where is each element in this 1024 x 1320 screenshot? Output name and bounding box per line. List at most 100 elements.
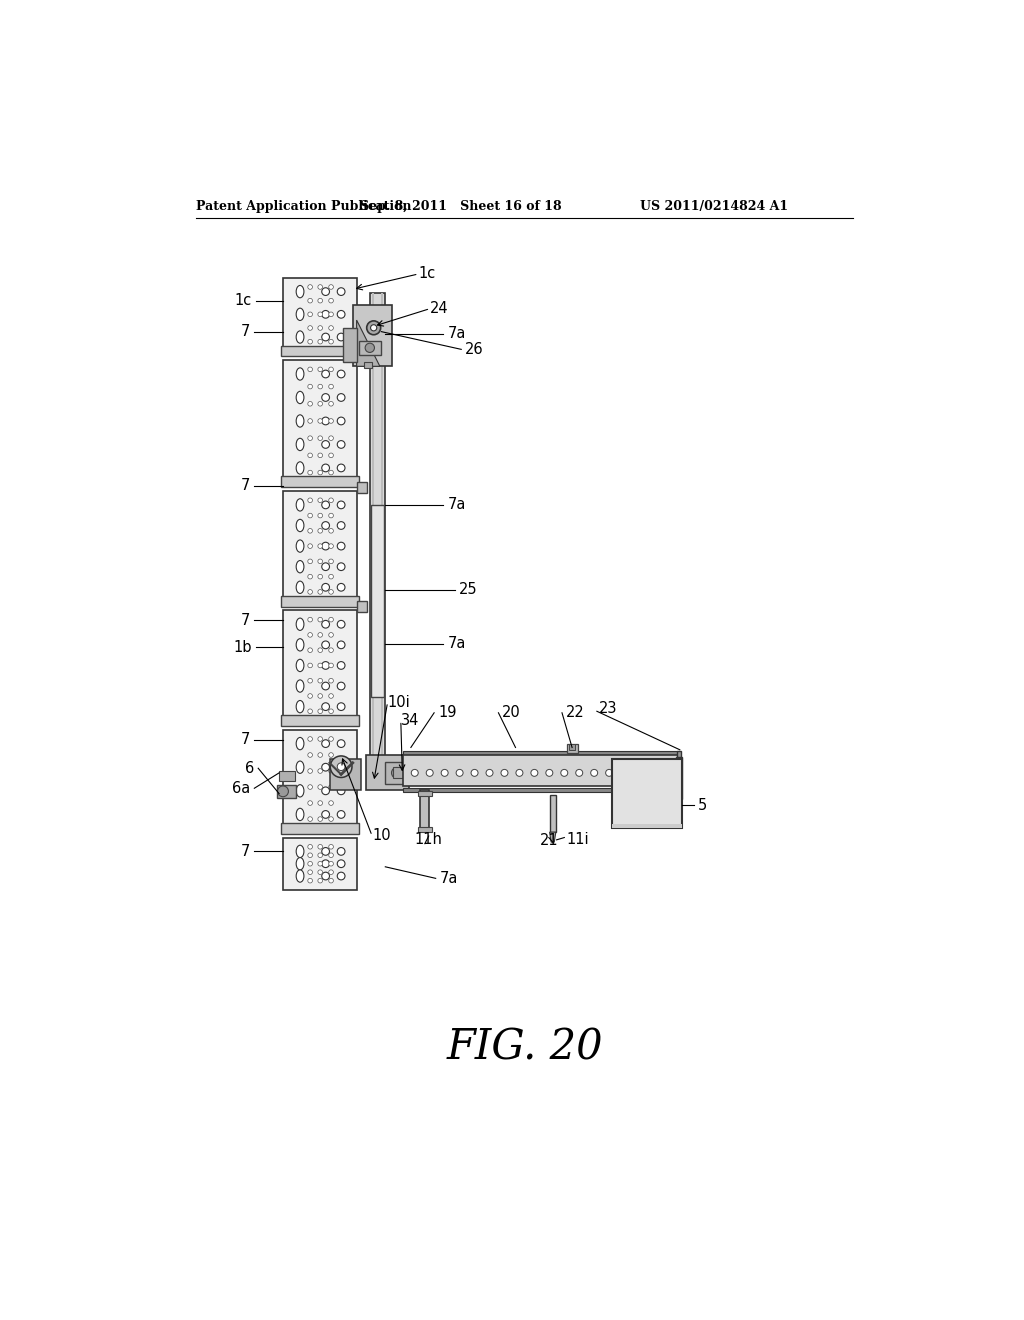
Text: 20: 20	[503, 705, 521, 721]
Ellipse shape	[296, 870, 304, 882]
Ellipse shape	[296, 499, 304, 511]
Circle shape	[591, 770, 598, 776]
Bar	[569, 743, 575, 750]
Bar	[283, 491, 356, 601]
Circle shape	[329, 384, 334, 389]
Circle shape	[317, 648, 323, 652]
Text: Patent Application Publication: Patent Application Publication	[197, 199, 412, 213]
Circle shape	[308, 339, 312, 345]
Circle shape	[337, 288, 345, 296]
Text: 1c: 1c	[419, 267, 436, 281]
Ellipse shape	[296, 561, 304, 573]
Circle shape	[322, 702, 330, 710]
Bar	[418, 826, 432, 832]
Circle shape	[308, 870, 312, 875]
Circle shape	[317, 298, 323, 304]
Circle shape	[337, 543, 345, 550]
Circle shape	[308, 768, 312, 774]
Bar	[276, 785, 296, 797]
Circle shape	[329, 560, 334, 564]
Circle shape	[329, 498, 334, 503]
Text: 34: 34	[400, 713, 419, 729]
Text: 10i: 10i	[388, 694, 411, 710]
Circle shape	[329, 418, 334, 424]
Circle shape	[308, 298, 312, 304]
Circle shape	[322, 465, 330, 471]
Circle shape	[308, 632, 312, 638]
Circle shape	[329, 663, 334, 668]
Circle shape	[308, 878, 312, 883]
Bar	[372, 506, 384, 697]
Bar	[612, 759, 682, 829]
Circle shape	[337, 859, 345, 867]
Ellipse shape	[296, 762, 304, 774]
Circle shape	[329, 694, 334, 698]
Circle shape	[308, 737, 312, 742]
Bar	[281, 346, 359, 356]
Ellipse shape	[296, 639, 304, 651]
Ellipse shape	[296, 659, 304, 672]
Circle shape	[329, 845, 334, 849]
Text: 11i: 11i	[566, 832, 589, 846]
Circle shape	[329, 648, 334, 652]
Circle shape	[317, 312, 323, 317]
Circle shape	[308, 694, 312, 698]
Circle shape	[337, 370, 345, 378]
Circle shape	[308, 326, 312, 330]
Circle shape	[337, 583, 345, 591]
Circle shape	[441, 770, 449, 776]
Text: 26: 26	[465, 342, 483, 356]
Text: 23: 23	[599, 701, 617, 717]
Circle shape	[308, 367, 312, 372]
Bar	[356, 482, 368, 492]
Circle shape	[317, 513, 323, 517]
Circle shape	[530, 770, 538, 776]
Circle shape	[308, 560, 312, 564]
Circle shape	[329, 737, 334, 742]
Circle shape	[337, 682, 345, 690]
Circle shape	[329, 853, 334, 858]
Circle shape	[308, 418, 312, 424]
Circle shape	[329, 632, 334, 638]
Ellipse shape	[296, 738, 304, 750]
Ellipse shape	[296, 519, 304, 532]
Circle shape	[308, 436, 312, 441]
Bar	[403, 755, 678, 785]
Circle shape	[412, 770, 418, 776]
Circle shape	[322, 787, 330, 795]
Circle shape	[317, 544, 323, 548]
Circle shape	[329, 470, 334, 475]
Circle shape	[337, 763, 345, 771]
Circle shape	[308, 752, 312, 758]
Circle shape	[322, 393, 330, 401]
Ellipse shape	[296, 784, 304, 797]
Bar	[393, 767, 413, 779]
Circle shape	[650, 770, 657, 776]
Circle shape	[329, 298, 334, 304]
Circle shape	[308, 590, 312, 594]
Ellipse shape	[296, 680, 304, 692]
Circle shape	[337, 465, 345, 471]
Circle shape	[322, 859, 330, 867]
Circle shape	[329, 339, 334, 345]
Circle shape	[322, 642, 330, 648]
Circle shape	[337, 847, 345, 855]
Circle shape	[322, 562, 330, 570]
Circle shape	[308, 845, 312, 849]
Circle shape	[471, 770, 478, 776]
Circle shape	[308, 801, 312, 805]
Polygon shape	[356, 321, 380, 367]
Bar	[366, 755, 409, 789]
Circle shape	[329, 544, 334, 548]
Circle shape	[391, 767, 402, 779]
Circle shape	[322, 873, 330, 880]
Ellipse shape	[296, 540, 304, 552]
Circle shape	[337, 502, 345, 508]
Circle shape	[366, 343, 375, 352]
Circle shape	[322, 288, 330, 296]
Circle shape	[317, 845, 323, 849]
Circle shape	[317, 339, 323, 345]
Circle shape	[561, 770, 567, 776]
Bar	[281, 822, 359, 834]
Circle shape	[308, 817, 312, 821]
